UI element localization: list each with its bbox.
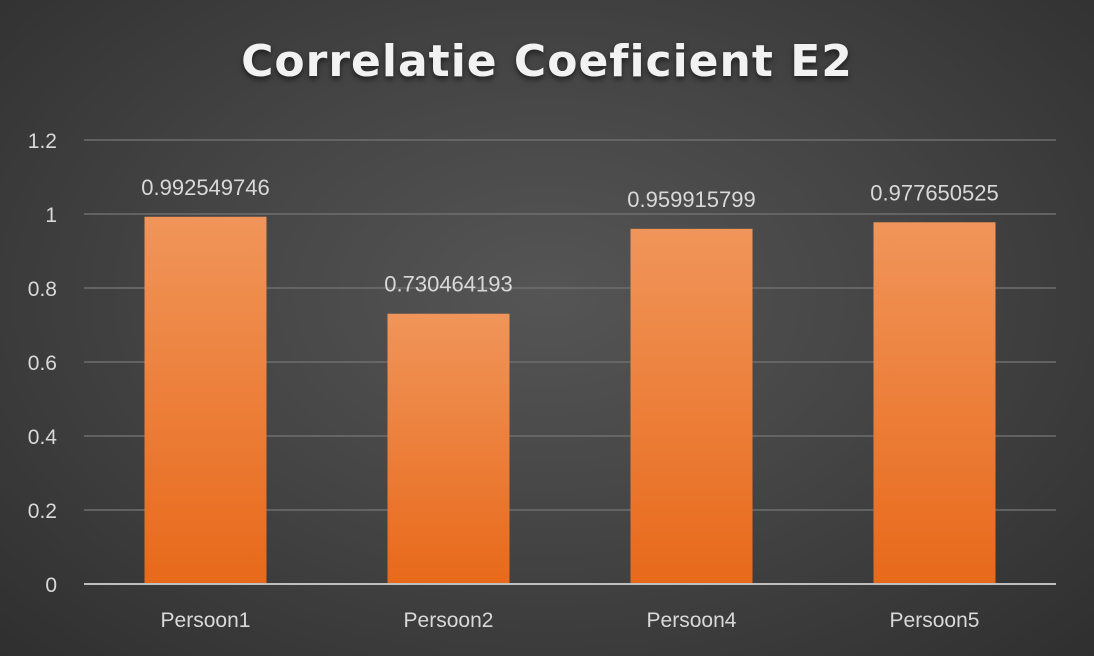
labels: 0 0.2 0.4 0.6 0.8 1 1.2 0.992549746 Persoon1 0.73… xyxy=(28,130,999,632)
bar-persoon1 xyxy=(144,216,267,584)
chart-title: Correlatie Coeficient E2 xyxy=(241,36,853,87)
bar-persoon2 xyxy=(387,313,510,584)
x-category-label: Persoon1 xyxy=(161,609,251,632)
y-tick-label: 0.6 xyxy=(28,352,57,375)
data-label: 0.959915799 xyxy=(627,187,755,212)
x-category-label: Persoon5 xyxy=(890,609,980,632)
x-category-label: Persoon4 xyxy=(647,609,737,632)
y-tick-label: 1 xyxy=(45,204,57,227)
y-tick-label: 1.2 xyxy=(28,130,57,153)
y-tick-label: 0.2 xyxy=(28,500,57,523)
data-label: 0.977650525 xyxy=(870,180,998,205)
bar-persoon5 xyxy=(873,222,996,585)
x-category-label: Persoon2 xyxy=(404,609,494,632)
bars xyxy=(144,216,996,585)
data-label: 0.992549746 xyxy=(141,175,269,200)
y-tick-label: 0 xyxy=(45,574,57,597)
y-tick-label: 0.4 xyxy=(28,426,58,449)
data-label: 0.730464193 xyxy=(384,272,512,297)
y-tick-label: 0.8 xyxy=(28,278,57,301)
bar-persoon4 xyxy=(630,228,753,584)
